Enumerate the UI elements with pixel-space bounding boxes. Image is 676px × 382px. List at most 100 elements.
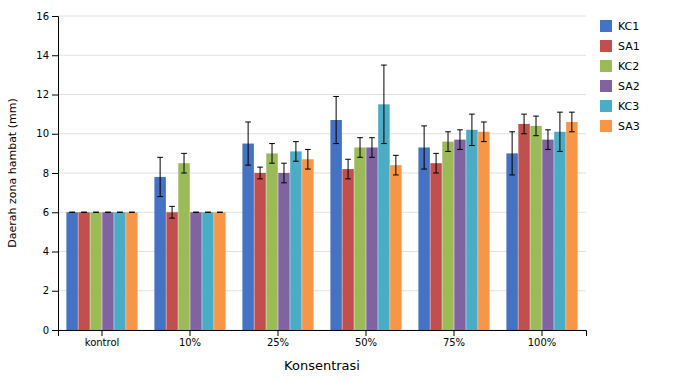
bar xyxy=(266,153,277,330)
bar xyxy=(178,163,189,330)
error-bar xyxy=(305,149,311,169)
y-tick: 0 xyxy=(43,325,58,336)
legend-label: KC2 xyxy=(618,60,639,73)
legend-label: KC3 xyxy=(618,100,639,113)
legend-item: SA3 xyxy=(600,120,640,133)
y-tick: 12 xyxy=(36,89,58,100)
error-bar xyxy=(545,130,551,150)
y-tick-label: 8 xyxy=(43,168,49,179)
error-bar-line xyxy=(421,125,427,126)
error-bar xyxy=(245,122,251,165)
x-tick-line xyxy=(454,330,455,336)
x-tick-label: kontrol xyxy=(85,337,120,348)
y-tick-label: 12 xyxy=(36,89,49,100)
error-bar-line xyxy=(393,155,399,156)
error-bar-line xyxy=(217,212,223,213)
bar xyxy=(278,173,289,330)
y-tick: 10 xyxy=(36,128,58,139)
error-bar-line xyxy=(545,149,551,150)
error-bar-line xyxy=(245,165,251,166)
error-bar-line xyxy=(333,96,339,97)
error-bar-line xyxy=(469,114,475,115)
bar xyxy=(290,151,301,330)
x-tick: 100% xyxy=(528,330,557,348)
error-bar-line xyxy=(448,132,449,152)
bar xyxy=(126,212,137,330)
error-bar-line xyxy=(93,212,99,213)
error-bar-line xyxy=(117,212,123,213)
error-bar-line xyxy=(283,163,284,183)
error-bar-line xyxy=(181,173,187,174)
error-bar-line xyxy=(395,155,396,175)
grid-line xyxy=(58,94,586,95)
bar xyxy=(102,212,113,330)
error-bar xyxy=(269,144,275,164)
error-bar-line xyxy=(105,212,111,213)
bar xyxy=(242,144,253,330)
y-tick-line xyxy=(52,252,58,253)
bar xyxy=(542,140,553,330)
error-bar xyxy=(369,138,375,158)
error-bar-line xyxy=(533,135,539,136)
grid xyxy=(58,16,586,330)
bar xyxy=(78,212,89,330)
error-bar xyxy=(557,112,563,151)
error-bar-line xyxy=(383,65,384,144)
bar xyxy=(442,142,453,330)
error-bar-line xyxy=(169,218,175,219)
grid-line xyxy=(58,16,586,17)
bar xyxy=(342,169,353,330)
error-bar-line xyxy=(157,157,163,158)
error-bar-line xyxy=(481,121,487,122)
x-tick: 25% xyxy=(267,330,289,348)
error-bar xyxy=(569,112,575,132)
error-bar-line xyxy=(469,145,475,146)
error-bars xyxy=(69,96,515,212)
x-tick: kontrol xyxy=(85,330,120,348)
bar xyxy=(454,140,465,330)
error-bar-line xyxy=(348,159,349,179)
legend-swatch xyxy=(600,120,612,132)
error-bar-line xyxy=(160,157,161,196)
bar xyxy=(90,212,101,330)
error-bar-line xyxy=(257,178,263,179)
error-bar-line xyxy=(217,212,223,213)
bar xyxy=(554,132,565,330)
y-tick: 16 xyxy=(36,11,58,22)
bar xyxy=(418,147,429,330)
y-tick: 6 xyxy=(43,207,58,218)
legend: KC1SA1KC2SA2KC3SA3 xyxy=(600,20,640,133)
error-bar-line xyxy=(293,141,299,142)
error-bar-line xyxy=(445,151,451,152)
bar xyxy=(430,163,441,330)
y-tick-line xyxy=(52,16,58,17)
grid-line xyxy=(58,55,586,56)
error-bar-line xyxy=(345,178,351,179)
error-bars xyxy=(105,130,551,212)
error-bar-line xyxy=(205,212,211,213)
y-tick-label: 16 xyxy=(36,11,49,22)
error-bar-line xyxy=(129,212,135,213)
error-bar xyxy=(181,153,187,173)
error-bar-line xyxy=(509,131,515,132)
axis-domain xyxy=(52,17,59,331)
error-bar-line xyxy=(307,149,308,169)
bar xyxy=(66,212,77,330)
error-bar-line xyxy=(433,153,439,154)
error-bar-line xyxy=(457,129,463,130)
error-bar-line xyxy=(281,182,287,183)
x-tick-label: 10% xyxy=(179,337,201,348)
legend-label: KC1 xyxy=(618,20,639,33)
error-bar xyxy=(421,126,427,169)
error-bar xyxy=(93,212,99,213)
error-bar xyxy=(257,167,263,179)
legend-swatch xyxy=(600,60,612,72)
error-bar-line xyxy=(193,212,199,213)
error-bar-line xyxy=(105,212,111,213)
y-tick-label: 4 xyxy=(43,246,49,257)
chart: 0246810121416kontrol10%25%50%75%100%Kons… xyxy=(0,0,676,382)
error-bar xyxy=(357,138,363,158)
error-bar-line xyxy=(305,149,311,150)
error-bar-line xyxy=(571,112,572,132)
error-bar xyxy=(509,132,515,175)
